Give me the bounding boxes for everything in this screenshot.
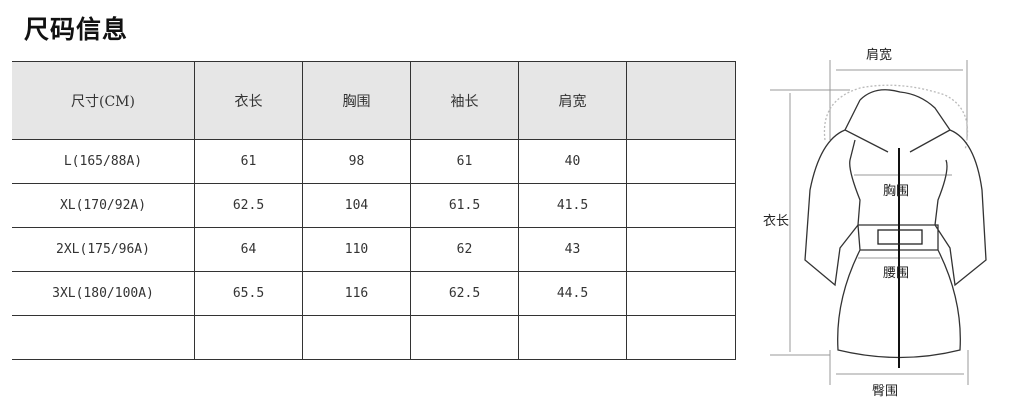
header-cell: 袖长 [410,61,519,140]
table-cell [302,315,411,360]
table-header-row: 尺寸(CM) 衣长 胸围 袖长 肩宽 [12,61,736,140]
table-cell: 62.5 [194,183,303,228]
table-cell [626,227,736,272]
table-row: 2XL(175/96A) 64 110 62 43 [12,227,736,272]
table-cell [626,271,736,316]
coat-diagram [770,60,987,385]
table-row: XL(170/92A) 62.5 104 61.5 41.5 [12,183,736,228]
table-cell: 3XL(180/100A) [12,271,195,316]
label-hip: 臀围 [872,384,899,399]
table-cell [626,139,736,184]
coat-outline-icon [804,89,987,359]
page-title: 尺码信息 [24,15,129,44]
size-table: 尺寸(CM) 衣长 胸围 袖长 肩宽 L(165/88A) 61 98 61 40 XL… [12,61,736,360]
table-cell: 116 [302,271,411,316]
belt-buckle-icon [877,229,923,245]
header-cell: 肩宽 [518,61,627,140]
header-cell: 胸围 [302,61,411,140]
label-length: 衣长 [763,214,790,229]
table-cell: 41.5 [518,183,627,228]
label-chest: 胸围 [883,184,910,199]
table-cell: 110 [302,227,411,272]
table-row: L(165/88A) 61 98 61 40 [12,139,736,184]
table-cell: 62.5 [410,271,519,316]
table-cell [194,315,303,360]
header-cell: 尺寸(CM) [12,61,195,140]
table-cell: 44.5 [518,271,627,316]
table-cell: L(165/88A) [12,139,195,184]
header-cell: 衣长 [194,61,303,140]
fur-hood-icon [823,84,969,151]
table-cell: 61 [194,139,303,184]
table-cell: 104 [302,183,411,228]
table-cell: 62 [410,227,519,272]
table-row: 3XL(180/100A) 65.5 116 62.5 44.5 [12,271,736,316]
table-cell: 43 [518,227,627,272]
header-cell [626,61,736,140]
table-cell [626,183,736,228]
label-waist: 腰围 [883,266,910,281]
table-cell: 98 [302,139,411,184]
table-cell: XL(170/92A) [12,183,195,228]
table-cell: 65.5 [194,271,303,316]
table-row [12,315,736,360]
table-cell: 40 [518,139,627,184]
table-cell: 2XL(175/96A) [12,227,195,272]
table-cell: 61 [410,139,519,184]
table-cell: 64 [194,227,303,272]
table-cell [12,315,195,360]
table-cell [626,315,736,360]
table-cell [410,315,519,360]
label-shoulder: 肩宽 [866,48,893,63]
table-cell: 61.5 [410,183,519,228]
table-cell [518,315,627,360]
